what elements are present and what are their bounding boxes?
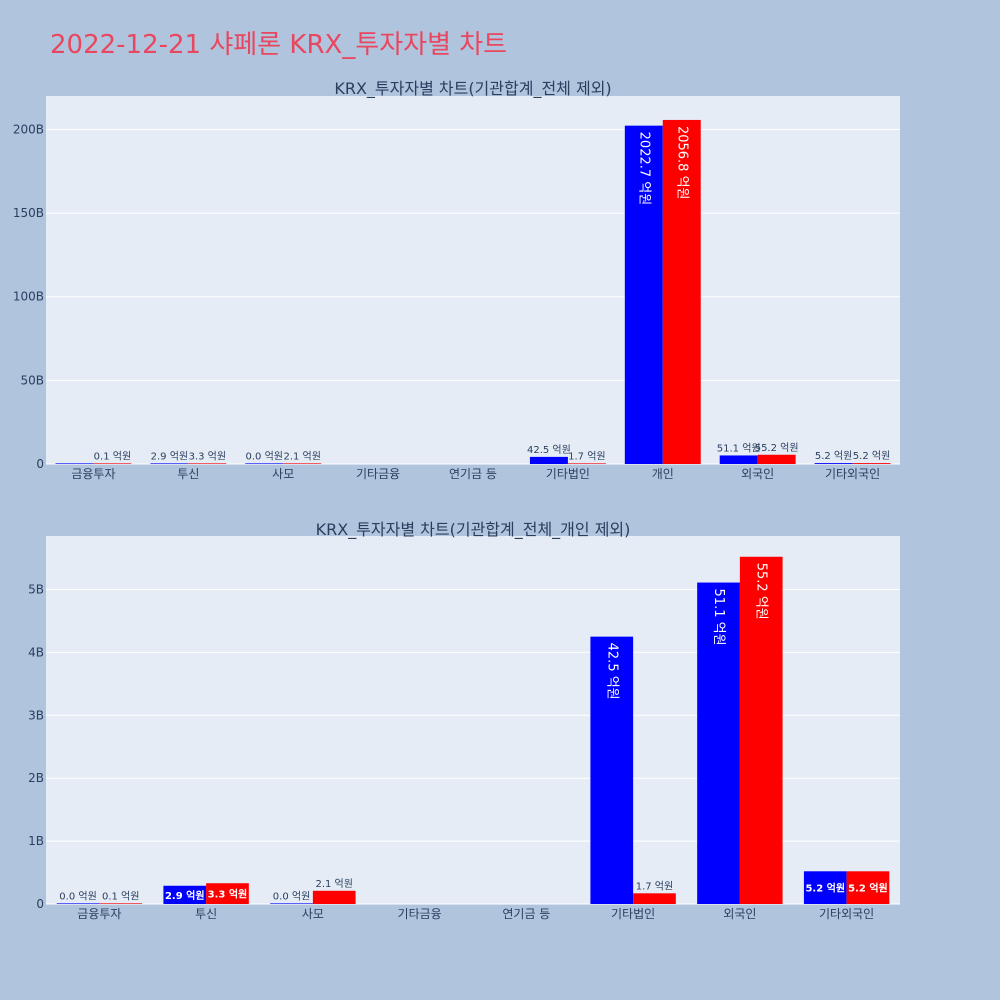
y-tick-label: 200B xyxy=(13,122,44,136)
data-label: 0.0 억원 xyxy=(246,450,283,462)
chart-panel-2: 0 1B 2B 3B 4B 5B KRX_투자자별 차트(기관합계_전체_개인 제외) 금융투… xyxy=(28,520,900,921)
y-tick-label: 150B xyxy=(13,206,44,220)
bar xyxy=(188,463,227,464)
bar xyxy=(150,463,189,464)
data-label: 55.2 억원 xyxy=(754,563,769,620)
bar xyxy=(739,556,783,904)
y-tick-label: 0 xyxy=(36,897,44,911)
data-label: 2056.8 억원 xyxy=(674,126,689,200)
x-tick-label: 외국인 xyxy=(741,467,774,481)
data-label: 5.2 억원 xyxy=(848,882,888,895)
bar xyxy=(93,463,132,464)
bar xyxy=(662,119,701,464)
data-label: 51.1 억원 xyxy=(717,442,761,454)
bar xyxy=(270,903,313,904)
data-label: 42.5 억원 xyxy=(527,444,571,456)
data-label: 1.7 억원 xyxy=(636,880,673,892)
bar xyxy=(757,454,796,464)
data-label: 3.3 억원 xyxy=(208,888,248,901)
data-label: 1.7 억원 xyxy=(568,450,605,462)
x-tick-label: 사모 xyxy=(272,467,294,481)
y-tick-label: 5B xyxy=(28,582,44,596)
data-label: 3.3 억원 xyxy=(189,450,226,462)
bar xyxy=(814,463,853,464)
y-tick-label: 3B xyxy=(28,708,44,722)
x-tick-label: 외국인 xyxy=(723,907,756,921)
bar xyxy=(852,463,891,464)
x-tick-label: 개인 xyxy=(652,467,674,481)
x-tick-label: 기타법인 xyxy=(546,467,590,481)
bar xyxy=(633,893,676,904)
y-tick-label: 50B xyxy=(20,373,44,387)
bar xyxy=(719,455,758,464)
bar xyxy=(206,883,249,904)
x-tick-label: 투신 xyxy=(177,467,199,481)
data-label: 5.2 억원 xyxy=(805,882,845,895)
y-tick-label: 100B xyxy=(13,290,44,304)
x-tick-label: 연기금 등 xyxy=(449,467,497,481)
data-label: 55.2 억원 xyxy=(755,442,799,454)
y-tick-label: 1B xyxy=(28,834,44,848)
bar xyxy=(245,463,284,464)
bar xyxy=(312,890,356,904)
x-tick-label: 금융투자 xyxy=(77,907,121,921)
x-tick-label: 기타금융 xyxy=(398,907,442,921)
bar xyxy=(529,456,568,464)
chart-panel-1: 0 50B 100B 150B 200B KRX_투자자별 차트(기관합계_전체 제외) 금… xyxy=(13,79,900,481)
x-tick-label: 기타법인 xyxy=(611,907,655,921)
chart-title: KRX_투자자별 차트(기관합계_전체 제외) xyxy=(334,79,611,99)
data-label: 0.1 억원 xyxy=(94,450,131,462)
bar xyxy=(697,582,740,904)
chart-title: KRX_투자자별 차트(기관합계_전체_개인 제외) xyxy=(316,520,631,540)
x-tick-label: 기타금융 xyxy=(356,467,400,481)
bar xyxy=(56,903,100,904)
bar xyxy=(803,871,847,904)
data-label: 2.9 억원 xyxy=(151,450,188,462)
data-label: 2.9 억원 xyxy=(165,889,205,902)
data-label: 5.2 억원 xyxy=(853,450,890,462)
x-tick-label: 사모 xyxy=(302,907,324,921)
y-tick-label: 0 xyxy=(36,457,44,471)
y-tick-label: 4B xyxy=(28,645,44,659)
bar xyxy=(590,636,634,904)
x-tick-label: 연기금 등 xyxy=(502,907,550,921)
page-title: 2022-12-21 샤페론 KRX_투자자별 차트 xyxy=(50,30,508,60)
bar xyxy=(283,463,322,464)
data-label: 51.1 억원 xyxy=(711,589,726,646)
bar xyxy=(99,903,143,904)
bar xyxy=(846,871,890,904)
data-label: 2.1 억원 xyxy=(315,878,352,890)
data-label: 5.2 억원 xyxy=(815,450,852,462)
y-tick-label: 2B xyxy=(28,771,44,785)
bar xyxy=(55,463,94,464)
x-tick-label: 기타외국인 xyxy=(825,467,880,481)
bar xyxy=(624,125,663,464)
data-label: 0.0 억원 xyxy=(273,890,310,902)
x-tick-label: 투신 xyxy=(195,907,217,921)
data-label: 42.5 억원 xyxy=(604,643,619,700)
x-tick-label: 금융투자 xyxy=(71,467,115,481)
data-label: 0.1 억원 xyxy=(102,890,139,902)
x-tick-label: 기타외국인 xyxy=(819,907,874,921)
bar xyxy=(163,885,207,904)
data-label: 2022.7 억원 xyxy=(636,132,651,206)
data-label: 2.1 억원 xyxy=(283,450,320,462)
plot-area xyxy=(46,96,900,464)
bar xyxy=(567,463,606,464)
data-label: 0.0 억원 xyxy=(59,890,96,902)
